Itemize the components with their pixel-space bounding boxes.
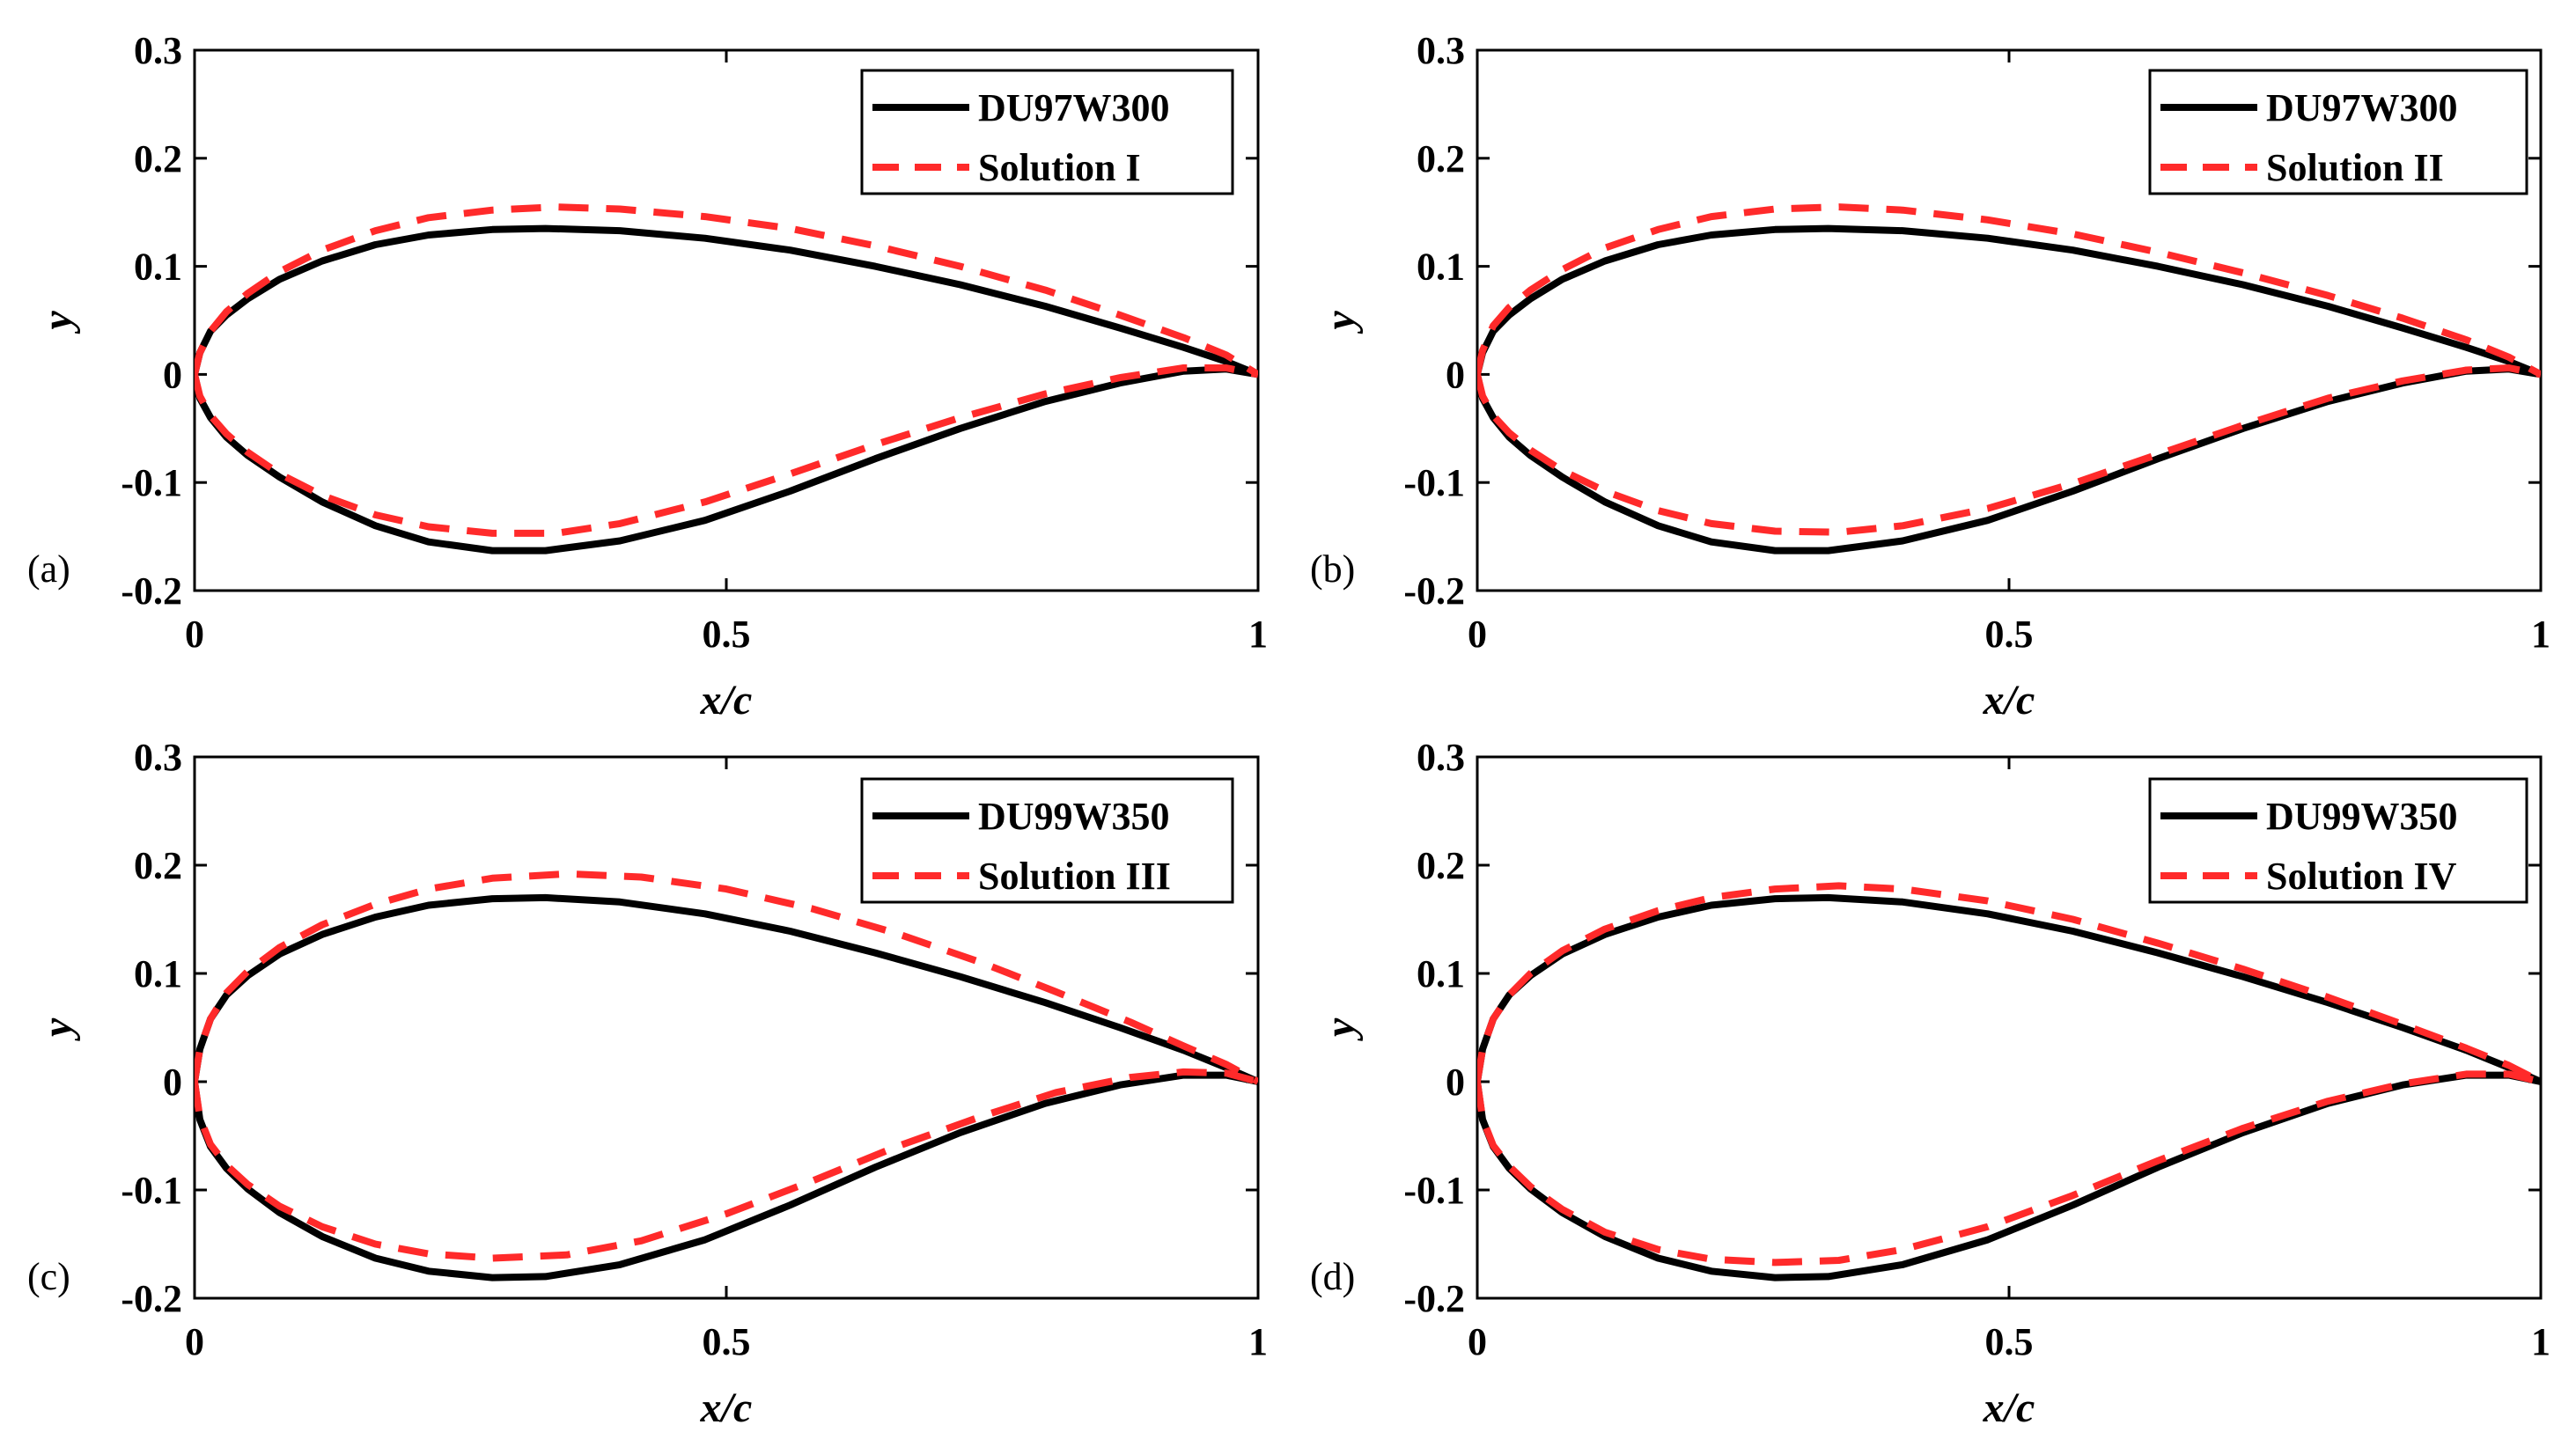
x-tick-labels: 0 0.5 1 — [1468, 757, 2550, 1363]
legend-box — [2148, 69, 2528, 195]
x-tick-label: 0 — [1468, 1320, 1487, 1363]
series-line-upper-du97w300 — [1477, 224, 2541, 378]
y-tick-labels: 0.3 0.2 0.1 0 -0.1 -0.2 — [121, 736, 1258, 1320]
y-axis-label: y — [1317, 311, 1364, 334]
y-tick-label: -0.1 — [1403, 461, 1465, 504]
x-tick-label: 0.5 — [703, 1320, 751, 1363]
chart-panel-3: 0.30.20.10-0.1-0.20 0.5 1x/cy(c)DU99W350So… — [27, 736, 1268, 1431]
y-tick-label: -0.2 — [121, 1277, 182, 1320]
y-tick-labels: 0.3 0.2 0.1 0 -0.1 -0.2 — [121, 29, 1258, 613]
x-axis-label: x/c — [700, 1384, 753, 1431]
y-tick-label: -0.2 — [1403, 1277, 1465, 1320]
y-tick-label: 0 — [163, 1061, 182, 1104]
y-tick-label: 0 — [163, 353, 182, 396]
x-tick-label: 0.5 — [703, 613, 751, 656]
legend: DU99W350 Solution IV — [2148, 777, 2528, 904]
y-tick-label: -0.2 — [1403, 569, 1465, 613]
y-tick-label: 0.2 — [1417, 137, 1465, 180]
legend-box — [2148, 777, 2528, 904]
legend-entry: DU97W300 — [2266, 86, 2458, 129]
series-line-lower-solution-ii — [1477, 364, 2541, 536]
x-tick-labels: 0 0.5 1 — [1468, 50, 2550, 656]
chart-panel-4: 0.30.20.10-0.1-0.20 0.5 1x/cy(d)DU99W350So… — [1310, 736, 2550, 1431]
panel-label: (d) — [1310, 1255, 1355, 1298]
x-axis-label: x/c — [1983, 677, 2035, 723]
y-tick-label: 0.3 — [1417, 29, 1465, 72]
y-tick-label: 0.1 — [134, 246, 182, 289]
x-axis-label: x/c — [1983, 1384, 2035, 1431]
y-tick-label: 0 — [1446, 353, 1465, 396]
y-tick-label: 0.1 — [1417, 246, 1465, 289]
legend: DU99W350 Solution III — [860, 777, 1234, 904]
series-line-upper-solution-iii — [195, 870, 1258, 1085]
y-tick-label: 0.3 — [134, 29, 182, 72]
y-tick-label: -0.1 — [121, 1169, 182, 1212]
x-tick-label: 1 — [1248, 1320, 1268, 1363]
y-tick-label: 0.1 — [1417, 952, 1465, 995]
series-line-lower-solution-i — [195, 364, 1258, 537]
x-tick-labels: 0 0.5 1 — [185, 757, 1268, 1363]
legend-entry: DU97W300 — [978, 86, 1170, 129]
series-line-lower-du97w300 — [1477, 365, 2541, 554]
series-solution — [1477, 882, 2541, 1267]
y-tick-label: 0.3 — [1417, 736, 1465, 779]
legend-entry: Solution I — [978, 146, 1141, 189]
panel-label: (c) — [27, 1255, 70, 1298]
y-tick-label: 0.2 — [1417, 844, 1465, 887]
x-tick-label: 0.5 — [1985, 613, 2034, 656]
series-line-upper-du99w350 — [195, 893, 1258, 1085]
legend-entry: Solution III — [978, 855, 1171, 898]
y-tick-label: -0.1 — [121, 461, 182, 504]
series-line-lower-solution-iii — [195, 1068, 1258, 1262]
series-line-lower-du99w350 — [1477, 1071, 2541, 1281]
y-tick-label: -0.2 — [121, 569, 182, 613]
panel-label: (b) — [1310, 547, 1355, 591]
y-axis-label: y — [34, 1017, 81, 1041]
series-reference — [195, 224, 1258, 554]
legend: DU97W300 Solution I — [860, 69, 1234, 195]
y-tick-label: 0.1 — [134, 952, 182, 995]
x-tick-labels: 0 0.5 1 — [185, 50, 1268, 656]
legend-entry: DU99W350 — [2266, 795, 2458, 838]
x-tick-label: 1 — [1248, 613, 1268, 656]
y-tick-labels: 0.3 0.2 0.1 0 -0.1 -0.2 — [1403, 29, 2541, 613]
y-tick-label: 0.2 — [134, 844, 182, 887]
x-tick-label: 1 — [2531, 613, 2550, 656]
chart-panel-1: 0.30.20.10-0.1-0.20 0.5 1x/cy(a)DU97W300So… — [27, 29, 1268, 723]
chart-panel-2: 0.30.20.10-0.1-0.20 0.5 1x/cy(b)DU97W300So… — [1310, 29, 2550, 723]
y-axis-label: y — [1317, 1017, 1364, 1041]
legend: DU97W300 Solution II — [2148, 69, 2528, 195]
series-reference — [195, 893, 1258, 1281]
y-tick-label: -0.1 — [1403, 1169, 1465, 1212]
panel-label: (a) — [27, 547, 70, 591]
series-line-upper-solution-ii — [1477, 203, 2541, 378]
series-line-upper-du99w350 — [1477, 893, 2541, 1085]
series-solution — [195, 203, 1258, 537]
x-tick-label: 0 — [1468, 613, 1487, 656]
y-axis-label: y — [34, 311, 81, 334]
legend-entry: DU99W350 — [978, 795, 1170, 838]
y-tick-label: 0 — [1446, 1061, 1465, 1104]
series-line-lower-du97w300 — [195, 365, 1258, 554]
legend-box — [860, 777, 1234, 904]
x-axis-label: x/c — [700, 677, 753, 723]
series-line-lower-du99w350 — [195, 1071, 1258, 1281]
series-line-upper-solution-iv — [1477, 882, 2541, 1085]
legend-box — [860, 69, 1234, 195]
x-tick-label: 0.5 — [1985, 1320, 2034, 1363]
x-tick-label: 0 — [185, 1320, 204, 1363]
y-tick-labels: 0.3 0.2 0.1 0 -0.1 -0.2 — [1403, 736, 2541, 1320]
series-solution — [195, 870, 1258, 1262]
legend-entry: Solution II — [2266, 146, 2444, 189]
y-tick-label: 0.2 — [134, 137, 182, 180]
x-tick-label: 0 — [185, 613, 204, 656]
y-tick-label: 0.3 — [134, 736, 182, 779]
legend-entry: Solution IV — [2266, 855, 2457, 898]
series-line-upper-du97w300 — [195, 224, 1258, 378]
x-tick-label: 1 — [2531, 1320, 2550, 1363]
series-solution — [1477, 203, 2541, 536]
series-line-lower-solution-iv — [1477, 1070, 2541, 1267]
series-line-upper-solution-i — [195, 203, 1258, 378]
